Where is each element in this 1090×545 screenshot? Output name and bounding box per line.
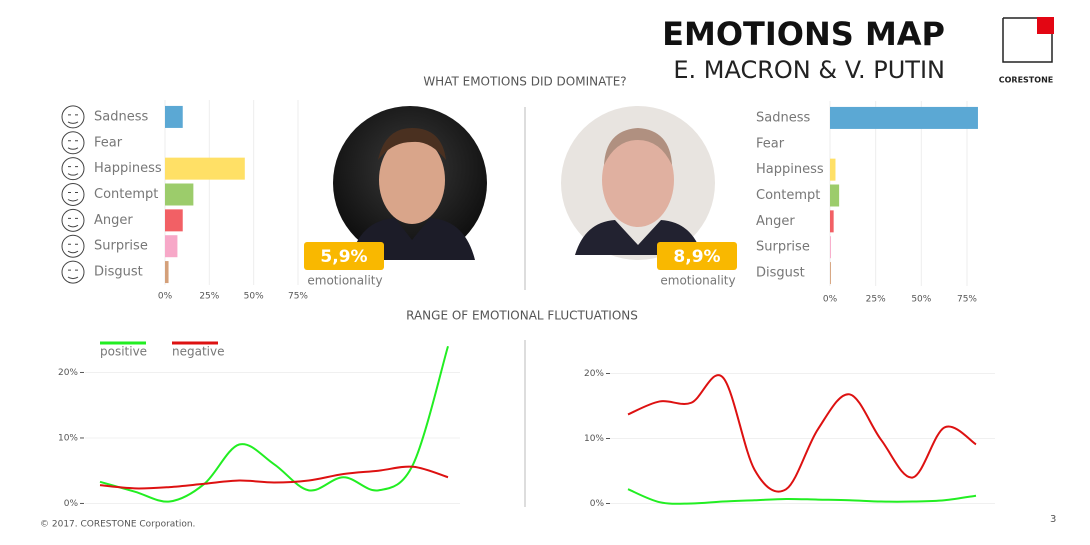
bar	[830, 236, 831, 259]
category-label: Surprise	[94, 239, 148, 254]
badge-label: emotionality	[660, 274, 735, 288]
x-tick-label: 25%	[199, 292, 219, 302]
bar	[830, 106, 978, 129]
category-label: Fear	[756, 136, 785, 151]
badge-value: 8,9%	[673, 247, 720, 267]
y-tick-label: 10%	[584, 434, 604, 444]
section-title: RANGE OF EMOTIONAL FLUCTUATIONS	[406, 309, 638, 323]
emotion-icon	[67, 217, 79, 228]
y-tick-label: 20%	[584, 369, 604, 379]
category-label: Happiness	[94, 161, 162, 176]
emotion-icon	[61, 131, 85, 155]
bar	[165, 261, 169, 284]
emotion-icon	[61, 260, 85, 284]
emotion-icon	[61, 105, 85, 129]
legend-label: negative	[172, 345, 224, 359]
x-tick-label: 0%	[158, 292, 173, 302]
badge-value: 5,9%	[320, 247, 367, 267]
subtitle: E. MACRON & V. PUTIN	[673, 56, 945, 84]
emotion-icon	[61, 183, 85, 206]
logo-text: CORESTONE	[999, 76, 1053, 85]
line	[627, 488, 977, 505]
emotion-icon	[67, 166, 79, 176]
x-tick-label: 50%	[244, 292, 264, 302]
emotion-icon	[67, 140, 79, 150]
bar	[830, 158, 836, 181]
photo	[561, 106, 715, 260]
page-number: 3	[1050, 514, 1056, 525]
bar	[830, 184, 840, 207]
category-label: Anger	[756, 214, 795, 229]
x-tick-label: 75%	[957, 295, 977, 305]
line	[99, 345, 449, 503]
badge	[657, 242, 737, 270]
category-label: Anger	[94, 213, 133, 228]
bar	[165, 157, 245, 180]
category-label: Sadness	[756, 110, 810, 125]
category-label: Contempt	[94, 187, 158, 202]
bar	[165, 183, 194, 206]
category-label: Contempt	[756, 188, 820, 203]
category-label: Disgust	[94, 265, 143, 280]
emotion-icon	[61, 208, 85, 232]
legend-label: positive	[100, 345, 147, 359]
section-title: WHAT EMOTIONS DID DOMINATE?	[423, 75, 626, 89]
badge-label: emotionality	[307, 274, 382, 288]
x-tick-label: 0%	[823, 295, 838, 305]
y-tick-label: 10%	[58, 433, 78, 443]
photo	[333, 106, 487, 260]
y-tick-label: 0%	[590, 499, 605, 509]
category-label: Disgust	[756, 266, 805, 281]
x-tick-label: 50%	[911, 295, 931, 305]
x-tick-label: 25%	[866, 295, 886, 305]
bar	[165, 105, 183, 128]
logo: CORESTONE	[999, 17, 1054, 85]
emotion-icon	[61, 157, 85, 181]
x-tick-label: 75%	[288, 292, 308, 302]
bar	[165, 235, 178, 258]
footer: © 2017. CORESTONE Corporation.	[40, 520, 195, 530]
emotion-icon	[67, 243, 79, 254]
bar	[830, 262, 831, 285]
category-label: Sadness	[94, 109, 148, 124]
emotion-icon	[67, 269, 79, 280]
emotion-icon	[61, 234, 85, 258]
emotion-icon	[67, 192, 79, 202]
category-label: Happiness	[756, 162, 824, 177]
bar	[830, 210, 834, 233]
bar	[165, 209, 183, 232]
y-tick-label: 0%	[64, 499, 79, 509]
line	[99, 465, 449, 490]
category-label: Fear	[94, 135, 123, 150]
y-tick-label: 20%	[58, 368, 78, 378]
emotion-icon	[67, 114, 79, 124]
badge	[304, 242, 384, 270]
line	[627, 374, 977, 493]
title: EMOTIONS MAP	[662, 15, 945, 53]
category-label: Surprise	[756, 240, 810, 255]
